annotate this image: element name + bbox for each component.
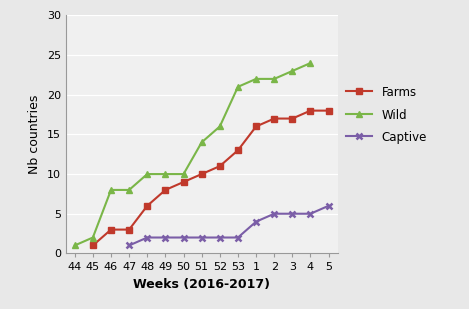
Captive xyxy=(326,204,332,208)
Farms xyxy=(272,117,277,121)
Wild xyxy=(289,69,295,73)
Line: Wild: Wild xyxy=(71,60,314,249)
Wild xyxy=(72,243,77,247)
Captive xyxy=(308,212,313,216)
Farms xyxy=(144,204,150,208)
Captive xyxy=(163,236,168,239)
Captive xyxy=(272,212,277,216)
Farms xyxy=(235,148,241,152)
Farms xyxy=(308,109,313,112)
Wild xyxy=(126,188,132,192)
Legend: Farms, Wild, Captive: Farms, Wild, Captive xyxy=(346,87,427,144)
Farms xyxy=(253,125,259,128)
Farms xyxy=(289,117,295,121)
Wild xyxy=(217,125,223,128)
Farms xyxy=(326,109,332,112)
Captive xyxy=(199,236,204,239)
Farms xyxy=(181,180,186,184)
Farms xyxy=(199,172,204,176)
Wild xyxy=(199,141,204,144)
Farms xyxy=(90,243,96,247)
Line: Captive: Captive xyxy=(126,202,332,249)
Captive xyxy=(253,220,259,223)
Wild xyxy=(163,172,168,176)
Farms xyxy=(217,164,223,168)
Farms xyxy=(163,188,168,192)
Captive xyxy=(217,236,223,239)
Farms xyxy=(126,228,132,231)
Captive xyxy=(181,236,186,239)
Line: Farms: Farms xyxy=(90,108,332,248)
Wild xyxy=(181,172,186,176)
Y-axis label: Nb countries: Nb countries xyxy=(28,95,41,174)
Wild xyxy=(144,172,150,176)
Wild xyxy=(235,85,241,89)
Wild xyxy=(308,61,313,65)
Farms xyxy=(108,228,114,231)
Wild xyxy=(253,77,259,81)
Captive xyxy=(144,236,150,239)
X-axis label: Weeks (2016-2017): Weeks (2016-2017) xyxy=(133,278,270,291)
Wild xyxy=(272,77,277,81)
Captive xyxy=(126,243,132,247)
Wild xyxy=(108,188,114,192)
Captive xyxy=(289,212,295,216)
Captive xyxy=(235,236,241,239)
Wild xyxy=(90,236,96,239)
